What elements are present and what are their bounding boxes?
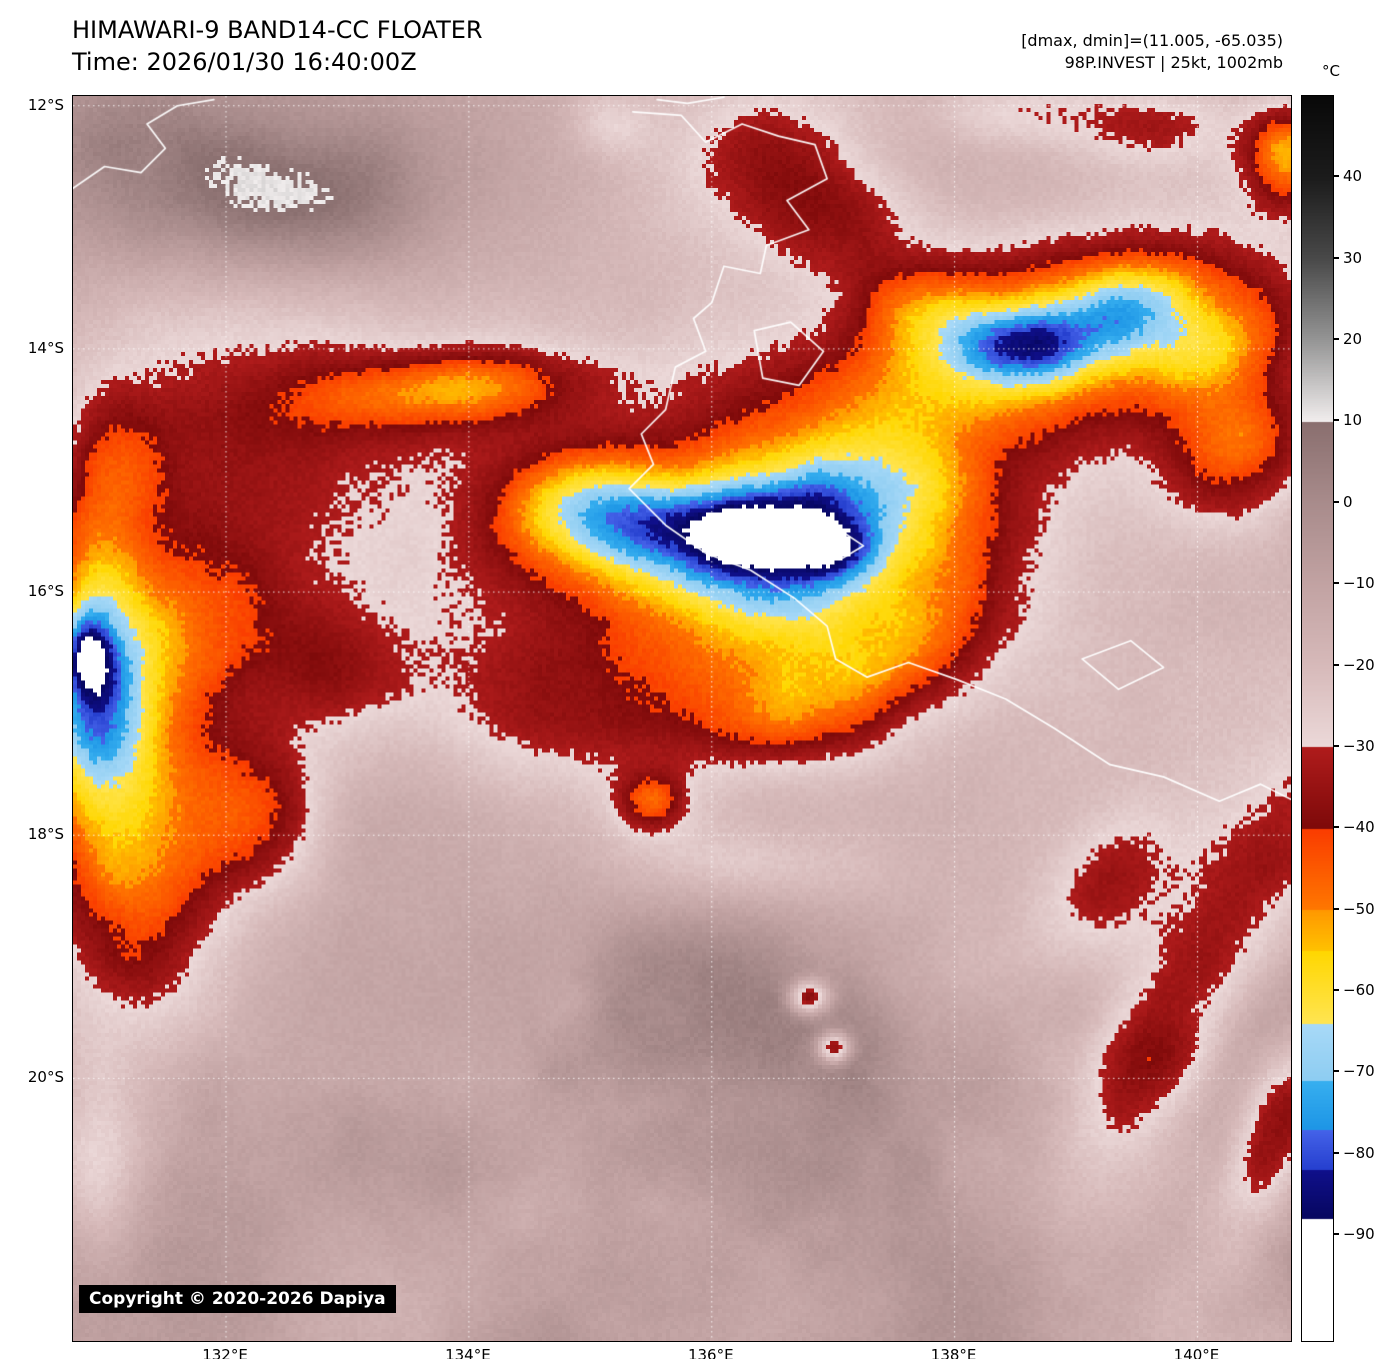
colorbar-tick-label: 0 [1343, 492, 1353, 511]
lat-tick-label: 16°S [27, 582, 64, 601]
lon-tick-label: 136°E [687, 1346, 734, 1359]
lat-tick-label: 20°S [27, 1068, 64, 1087]
lon-tick-label: 138°E [930, 1346, 977, 1359]
lat-tick-label: 18°S [27, 825, 64, 844]
storm-info: 98P.INVEST | 25kt, 1002mb [1064, 53, 1283, 72]
colorbar-tick-label: 20 [1343, 330, 1363, 349]
lon-tick-label: 134°E [445, 1346, 491, 1359]
lon-tick-label: 132°E [202, 1346, 248, 1359]
colorbar-tick-label: 30 [1343, 248, 1363, 267]
lat-tick-label: 14°S [27, 338, 64, 357]
colorbar [1301, 95, 1334, 1342]
colorbar-tick-label: −80 [1343, 1143, 1375, 1162]
colorbar-tick-label: −70 [1343, 1062, 1375, 1081]
figure-title: HIMAWARI-9 BAND14-CC FLOATER [72, 16, 483, 44]
colorbar-tick-mark [1334, 1070, 1339, 1073]
satellite-map: Copyright © 2020-2026 Dapiya [72, 95, 1292, 1342]
colorbar-canvas [1302, 96, 1333, 1341]
lat-tick-label: 12°S [27, 95, 64, 114]
colorbar-tick-label: −20 [1343, 655, 1375, 674]
title-block: HIMAWARI-9 BAND14-CC FLOATER Time: 2026/… [72, 14, 483, 78]
colorbar-tick-label: −30 [1343, 736, 1375, 755]
colorbar-tick-mark [1334, 907, 1339, 910]
colorbar-unit-label: °C [1322, 62, 1340, 80]
colorbar-tick-label: −50 [1343, 899, 1375, 918]
range-info: [dmax, dmin]=(11.005, -65.035) [1021, 31, 1283, 50]
colorbar-tick-mark [1334, 744, 1339, 747]
colorbar-tick-mark [1334, 419, 1339, 422]
colorbar-tick-label: −40 [1343, 818, 1375, 837]
colorbar-tick-label: 10 [1343, 411, 1363, 430]
colorbar-tick-mark [1334, 663, 1339, 666]
info-block: [dmax, dmin]=(11.005, -65.035) 98P.INVES… [1021, 30, 1283, 74]
colorbar-tick-label: 40 [1343, 167, 1363, 186]
colorbar-tick-label: −90 [1343, 1225, 1375, 1244]
colorbar-tick-mark [1334, 1233, 1339, 1236]
colorbar-tick-mark [1334, 500, 1339, 503]
figure-timestamp: Time: 2026/01/30 16:40:00Z [72, 48, 417, 76]
colorbar-tick-mark [1334, 338, 1339, 341]
map-grid-coastline-canvas [73, 96, 1291, 1341]
colorbar-tick-mark [1334, 175, 1339, 178]
colorbar-tick-mark [1334, 989, 1339, 992]
colorbar-tick-mark [1334, 826, 1339, 829]
colorbar-tick-label: −10 [1343, 574, 1375, 593]
lon-tick-label: 140°E [1173, 1346, 1220, 1359]
colorbar-tick-label: −60 [1343, 981, 1375, 1000]
colorbar-tick-mark [1334, 1151, 1339, 1154]
copyright-badge: Copyright © 2020-2026 Dapiya [79, 1285, 396, 1313]
colorbar-tick-mark [1334, 256, 1339, 259]
colorbar-tick-mark [1334, 582, 1339, 585]
